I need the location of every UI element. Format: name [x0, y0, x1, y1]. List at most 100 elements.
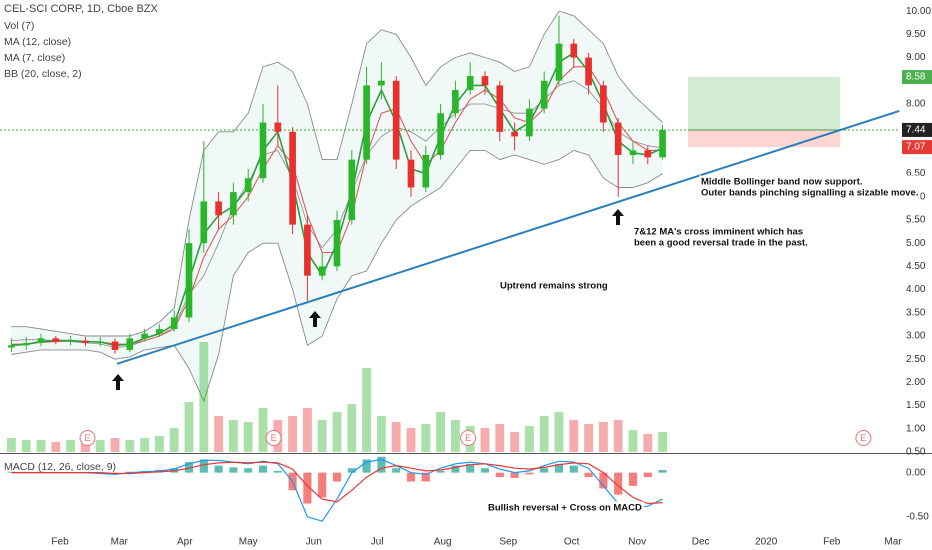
price-tag: [902, 122, 932, 137]
legend-entry: MA (12, close): [4, 36, 71, 48]
legend-entry: Vol (7): [4, 20, 34, 32]
annotation-text: Uptrend remains strong: [500, 281, 608, 292]
earnings-label: E: [860, 433, 866, 443]
y-tick-label: 4.50: [906, 261, 926, 272]
histogram-bar: [184, 462, 194, 473]
annotation-bg: [498, 279, 610, 293]
earnings-label: E: [85, 433, 91, 443]
volume-bar: [214, 416, 224, 452]
histogram-bar: [362, 459, 371, 473]
earnings-marker: [460, 430, 477, 446]
candle-body: [629, 150, 637, 155]
histogram-bar: [628, 472, 638, 486]
candle-body: [644, 150, 652, 158]
volume-bar: [391, 422, 401, 452]
annotation-bg: [486, 501, 645, 515]
histogram-bar: [599, 472, 608, 489]
y-tick-label: 3.00: [906, 331, 926, 342]
x-tick-label: Oct: [564, 537, 580, 548]
volume-bar: [125, 440, 135, 452]
histogram-bar: [229, 467, 238, 473]
bb-lower: [11, 149, 663, 403]
legend-entry: MACD (12, 26, close, 9): [4, 461, 116, 473]
histogram-bar: [510, 472, 519, 478]
candle-body: [52, 338, 60, 342]
y-tick-label: 5.50: [906, 215, 926, 226]
annotation: Bullish reversal + Cross on MACD: [486, 501, 645, 515]
earnings-marker: [855, 430, 872, 446]
volume-bar: [95, 440, 105, 452]
candle-body: [82, 340, 89, 343]
histogram-bar: [569, 465, 578, 473]
candle-body: [422, 154, 430, 188]
y-tick-label: 2.00: [906, 377, 926, 388]
candle-body: [466, 76, 474, 91]
y-tick-label: 4.00: [906, 284, 926, 295]
volume-bar: [421, 424, 431, 452]
price-tag: [902, 140, 932, 155]
y-tick-label: -0.50: [906, 511, 929, 522]
candle-body: [496, 85, 504, 132]
x-tick-label: Feb: [823, 537, 841, 548]
volume-bar: [258, 408, 268, 452]
annotation: Uptrend remains strong: [498, 279, 610, 293]
x-tick-label: Sep: [499, 537, 517, 548]
price-tag-label: 7.44: [906, 125, 926, 136]
candle-body: [244, 178, 252, 193]
candle-body: [407, 159, 415, 188]
candle-body: [8, 345, 15, 348]
y-tick-label: 5.00: [906, 238, 926, 249]
histogram-bar: [392, 468, 401, 473]
volume-bar: [628, 430, 638, 452]
histogram-bar: [584, 472, 593, 478]
volume-bar: [480, 428, 490, 452]
arrow: [612, 209, 624, 225]
price-tag: [902, 70, 932, 85]
histogram-bar: [421, 472, 430, 482]
x-tick-label: Jul: [371, 537, 384, 548]
candle-body: [437, 113, 444, 155]
volume-bar: [524, 426, 534, 452]
histogram-bar: [214, 465, 223, 473]
x-tick-label: 2020: [755, 537, 778, 548]
histogram-bar: [643, 472, 652, 478]
volume-bar: [184, 402, 194, 452]
volume-bar: [584, 424, 594, 452]
candle-body: [141, 333, 148, 339]
volume-bar: [154, 436, 164, 452]
profit-zone: [687, 77, 841, 130]
price-tag-label: 7.07: [906, 142, 926, 153]
volume-bar: [288, 416, 298, 452]
annotation-text: 7&12 MA's cross imminent which has: [634, 227, 803, 238]
histogram-bar: [303, 472, 312, 504]
x-tick-label: Jun: [306, 537, 322, 548]
x-tick-label: Mar: [111, 537, 129, 548]
candle-body: [185, 243, 193, 318]
volume-bar: [66, 440, 76, 452]
volume-bar: [598, 422, 608, 452]
volume-bar: [317, 420, 327, 452]
volume-bar: [302, 408, 312, 452]
candle-body: [111, 341, 119, 350]
legend-entry: MA (7, close): [4, 52, 65, 64]
histogram-bar: [258, 465, 268, 473]
volume-bar: [376, 416, 386, 452]
candle-body: [540, 80, 548, 109]
x-tick-label: Feb: [51, 537, 69, 548]
legend-entry: BB (20, close, 2): [4, 68, 82, 80]
candle-body: [200, 201, 208, 244]
earnings-marker: [265, 430, 282, 446]
histogram-bar: [318, 472, 327, 498]
chart-title: CEL-SCI CORP, 1D, Cboe BZX: [4, 3, 159, 15]
x-tick-label: Aug: [434, 537, 452, 548]
histogram-bar: [347, 468, 356, 473]
histogram-bar: [377, 456, 386, 473]
volume-bar: [332, 412, 342, 452]
annotation: Middle Bollinger band now support.Outer …: [699, 175, 921, 200]
histogram-bar: [436, 470, 445, 473]
y-tick-label: 1.50: [906, 400, 926, 411]
candle-body: [304, 224, 311, 276]
candle-body: [600, 85, 607, 123]
histogram-bar: [451, 465, 460, 473]
